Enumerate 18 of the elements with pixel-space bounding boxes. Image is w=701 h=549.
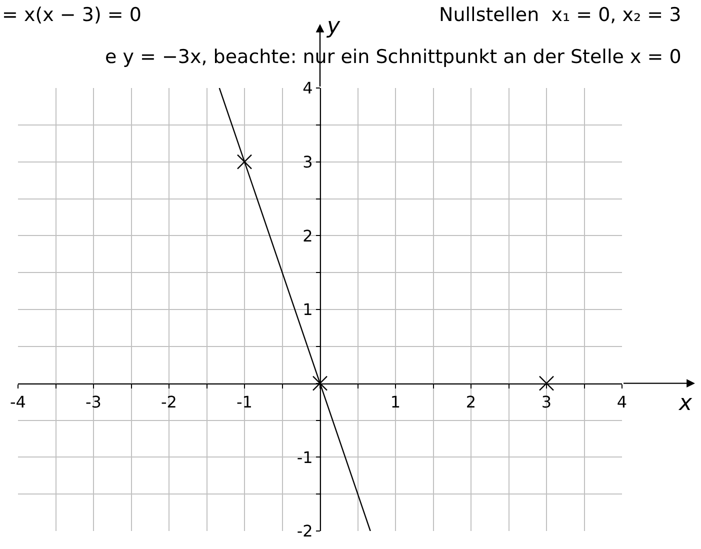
y-tick-label: 4: [302, 78, 313, 98]
y-tick-label: 1: [302, 300, 313, 320]
y-tick-label: -2: [296, 522, 313, 541]
y-tick-label: 2: [302, 226, 313, 246]
x-tick-label: 4: [616, 392, 628, 412]
y-tick-label: 3: [302, 152, 313, 172]
x-tick-label: -1: [236, 392, 252, 412]
y-tick-label: -1: [296, 448, 313, 467]
x-axis-title: x: [678, 391, 693, 416]
x-tick-label: 2: [466, 392, 476, 412]
x-tick-label: -4: [10, 392, 26, 412]
chart-title: = x(x − 3) = 0: [2, 4, 142, 26]
x-tick-label: 3: [541, 392, 552, 412]
x-tick-label: -2: [161, 392, 177, 412]
x-tick-label: 1: [390, 392, 401, 412]
x-tick-label: -3: [86, 392, 102, 412]
text: Nullstellen x₁ = 0, x₂ = 3: [439, 4, 682, 26]
y-axis-title: y: [326, 14, 341, 39]
